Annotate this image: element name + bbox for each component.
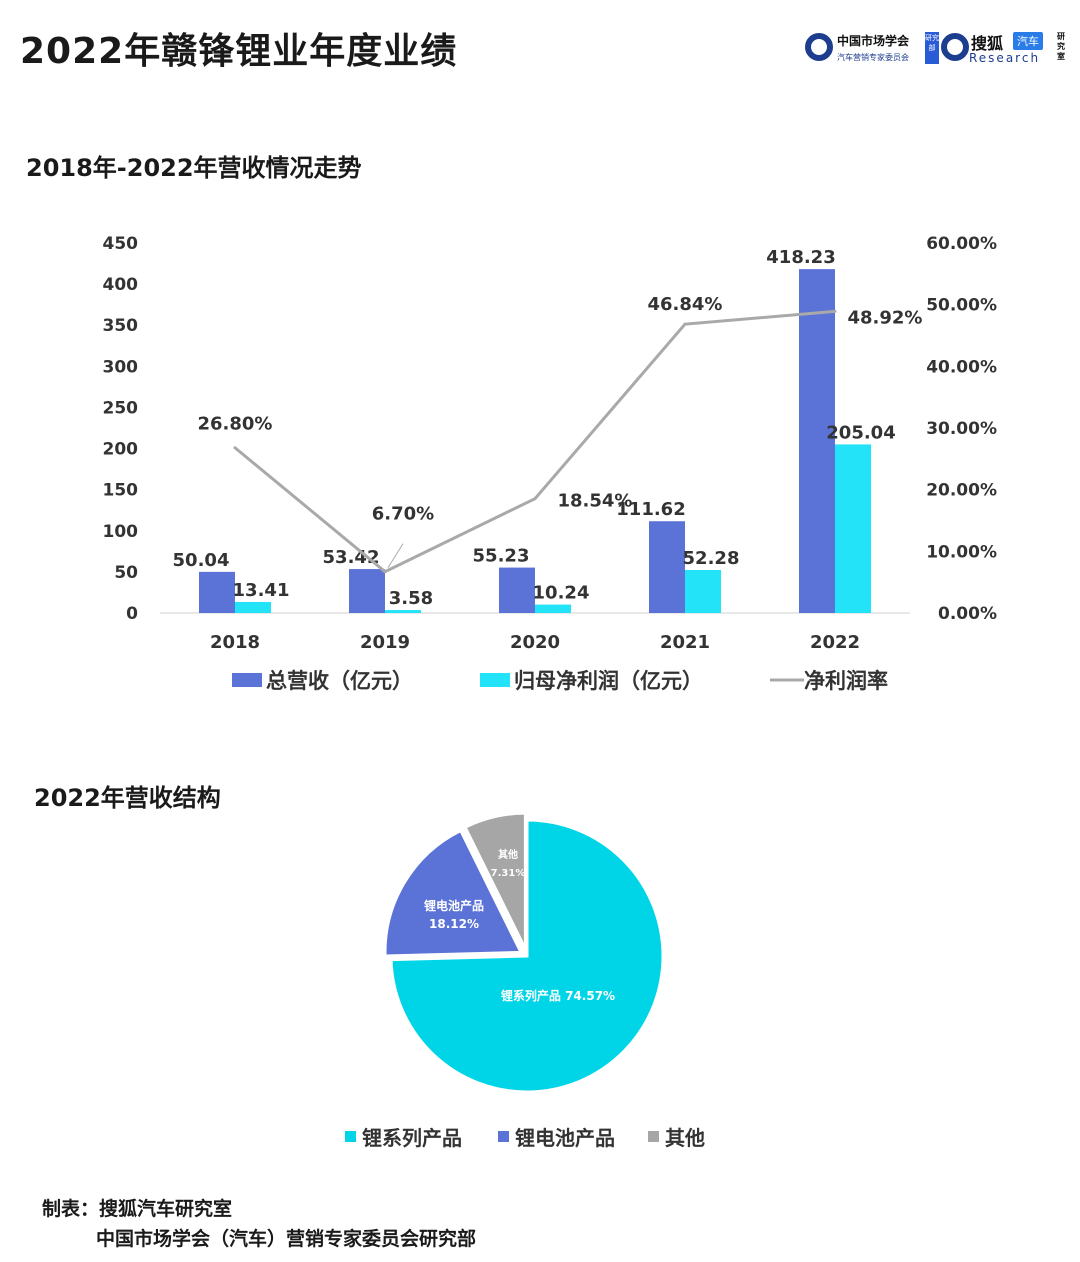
x-axis-tick-label: 2018 [210, 632, 260, 653]
left-axis-tick-label: 0 [126, 604, 138, 624]
net-margin-point [533, 497, 537, 501]
footer-credit-line1: 制表：搜狐汽车研究室 [42, 1198, 233, 1220]
right-axis-tick-label: 30.00% [926, 419, 997, 439]
net-profit-data-label: 3.58 [389, 588, 433, 609]
left-axis-tick-label: 400 [103, 275, 139, 295]
net-profit-bar [385, 610, 421, 613]
org-subtitle: 汽车营销专家委员会 [837, 53, 909, 62]
net-margin-data-label: 26.80% [198, 414, 273, 435]
net-margin-data-label: 18.54% [558, 491, 633, 512]
net-profit-bar [685, 570, 721, 613]
net-margin-data-label: 46.84% [648, 294, 723, 315]
org-name: 中国市场学会 [837, 34, 910, 48]
right-axis-tick-label: 50.00% [926, 296, 997, 316]
left-axis-tick-label: 300 [103, 357, 139, 377]
revenue-bar [499, 567, 535, 613]
net-profit-data-label: 205.04 [826, 422, 895, 443]
left-axis-tick-label: 50 [114, 563, 138, 583]
structure-section-title: 2022年营收结构 [34, 784, 221, 812]
right-axis-tick-label: 0.00% [938, 604, 997, 624]
net-profit-bar [535, 604, 571, 613]
lab-label: 研究室 [1057, 32, 1065, 61]
research-text: Research [969, 51, 1041, 65]
sohu-research-logo-icon [941, 33, 969, 61]
revenue-bar [799, 269, 835, 613]
logo-group: 中国市场学会 汽车营销专家委员会 研究部 搜狐 汽车 Research 研究室 [805, 30, 1070, 70]
revenue-trend-chart: 0 50 100 150 200 250 300 350 400 450 0.00% 10.00% 20… [103, 234, 998, 693]
net-margin-point [683, 322, 687, 326]
revenue-data-label: 111.62 [616, 499, 685, 520]
pie-slice-label: 18.12% [429, 917, 479, 931]
legend-label: 锂电池产品 [515, 1126, 615, 1150]
right-axis-tick-label: 20.00% [926, 481, 997, 501]
legend-label: 净利润率 [804, 669, 888, 693]
x-axis-tick-label: 2019 [360, 632, 410, 653]
legend-label: 归母净利润（亿元） [514, 669, 703, 693]
left-axis-tick-label: 450 [103, 234, 139, 254]
net-margin-data-label: 48.92% [848, 307, 923, 328]
net-margin-point [233, 446, 237, 450]
legend-label: 总营收（亿元） [266, 669, 413, 693]
left-axis-tick-label: 100 [103, 522, 139, 542]
pie-slice [383, 828, 524, 958]
net-profit-data-label: 13.41 [233, 580, 290, 601]
net-profit-bar [835, 444, 871, 613]
net-margin-point [833, 309, 837, 313]
sohu-name: 搜狐 [971, 34, 1004, 53]
x-axis-tick-label: 2021 [660, 632, 710, 653]
trend-section-title: 2018年-2022年营收情况走势 [26, 154, 362, 182]
sohu-auto-tag: 汽车 [1013, 32, 1043, 50]
pie-slice-label: 锂电池产品 [424, 898, 484, 913]
legend-swatch [232, 673, 262, 687]
revenue-data-label: 418.23 [766, 247, 835, 268]
x-axis-tick-label: 2020 [510, 632, 560, 653]
footer-credit-line2: 中国市场学会（汽车）营销专家委员会研究部 [96, 1228, 477, 1250]
legend-swatch [498, 1131, 509, 1142]
left-axis-tick-label: 350 [103, 316, 139, 336]
revenue-data-label: 55.23 [473, 546, 530, 567]
legend-label: 其他 [665, 1126, 705, 1150]
pie-slice [389, 818, 665, 1094]
revenue-bar [199, 571, 235, 613]
pie-slice-label: 7.31% [491, 868, 526, 879]
legend-label: 锂系列产品 [362, 1126, 462, 1150]
net-profit-bar [235, 601, 271, 613]
net-margin-point [383, 570, 387, 574]
revenue-bar [349, 569, 385, 613]
label-leader-line [387, 543, 404, 568]
legend-swatch [345, 1131, 356, 1142]
legend-swatch [648, 1131, 659, 1142]
revenue-data-label: 50.04 [173, 550, 230, 571]
pie-slice-label: 锂系列产品 74.57% [501, 988, 615, 1003]
net-profit-data-label: 52.28 [683, 548, 740, 569]
left-axis-tick-label: 150 [103, 481, 139, 501]
revenue-bar [649, 521, 685, 613]
market-association-logo-icon [805, 33, 833, 61]
left-axis-tick-label: 250 [103, 398, 139, 418]
left-axis-tick-label: 200 [103, 440, 139, 460]
right-axis-tick-label: 40.00% [926, 357, 997, 377]
x-axis-tick-label: 2022 [810, 632, 860, 653]
page-title: 2022年赣锋锂业年度业绩 [20, 31, 458, 72]
dept-label: 研究部 [925, 32, 939, 64]
net-margin-data-label: 6.70% [372, 504, 434, 525]
right-axis-tick-label: 60.00% [926, 234, 997, 254]
legend-swatch [480, 673, 510, 687]
right-axis-tick-label: 10.00% [926, 542, 997, 562]
pie-slice [463, 811, 527, 950]
net-profit-data-label: 10.24 [533, 583, 590, 604]
pie-slice-label: 其他 [498, 848, 518, 861]
revenue-data-label: 53.42 [323, 547, 380, 568]
